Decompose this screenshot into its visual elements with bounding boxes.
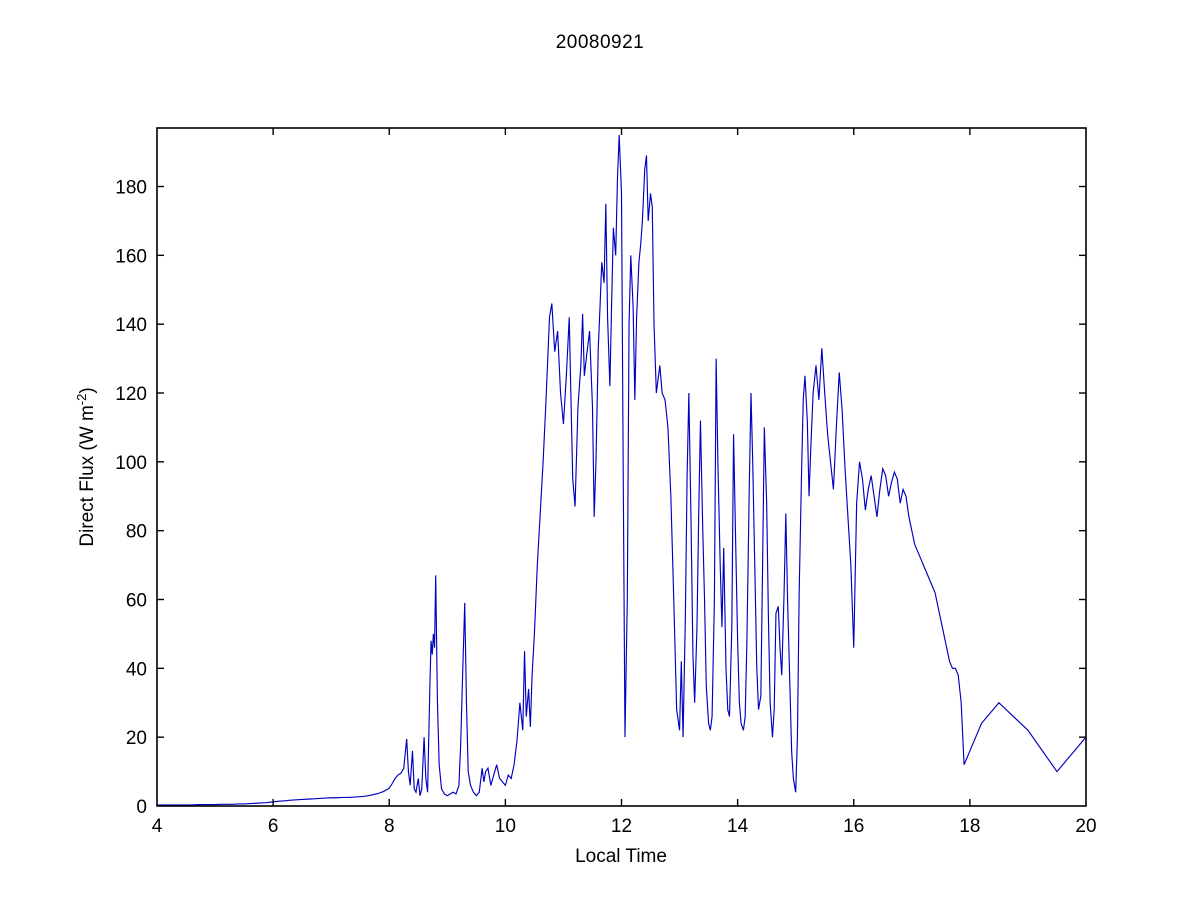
x-tick-label: 14 bbox=[727, 816, 749, 837]
x-tick-label: 8 bbox=[384, 816, 395, 837]
y-tick-label: 80 bbox=[126, 522, 147, 543]
y-tick-label: 120 bbox=[115, 384, 147, 405]
y-tick-label: 140 bbox=[115, 315, 147, 336]
x-axis-tick-labels: 4 6 8 10 12 14 16 18 20 bbox=[152, 816, 1097, 837]
x-tick-label: 4 bbox=[152, 816, 163, 837]
x-tick-label: 16 bbox=[843, 816, 864, 837]
y-axis-title: Direct Flux (W m-2) bbox=[74, 387, 98, 546]
page-title: 20080921 bbox=[555, 32, 645, 53]
y-tick-label: 40 bbox=[126, 659, 147, 680]
y-tick-label: 160 bbox=[115, 246, 147, 267]
x-tick-label: 12 bbox=[611, 816, 632, 837]
x-tick-label: 20 bbox=[1075, 816, 1096, 837]
y-axis-ticks bbox=[157, 185, 1086, 738]
axis-label-layer: 4 6 8 10 12 14 16 18 20 0 20 40 60 80 100 120 140 160 180… bbox=[74, 178, 1097, 867]
y-tick-label: 180 bbox=[115, 178, 147, 199]
direct-flux-line bbox=[157, 134, 1087, 806]
x-axis-title: Local Time bbox=[575, 846, 667, 867]
x-axis-ticks bbox=[272, 128, 971, 806]
y-tick-label: 20 bbox=[126, 728, 147, 749]
y-tick-label: 0 bbox=[136, 797, 147, 818]
data-series-layer bbox=[157, 134, 1087, 806]
x-tick-label: 18 bbox=[959, 816, 980, 837]
x-tick-label: 10 bbox=[495, 816, 516, 837]
x-tick-label: 6 bbox=[268, 816, 279, 837]
y-tick-label: 100 bbox=[115, 453, 147, 474]
y-tick-label: 60 bbox=[126, 591, 147, 612]
y-axis-tick-labels: 0 20 40 60 80 100 120 140 160 180 bbox=[115, 178, 147, 818]
axis-layer bbox=[156, 127, 1087, 807]
